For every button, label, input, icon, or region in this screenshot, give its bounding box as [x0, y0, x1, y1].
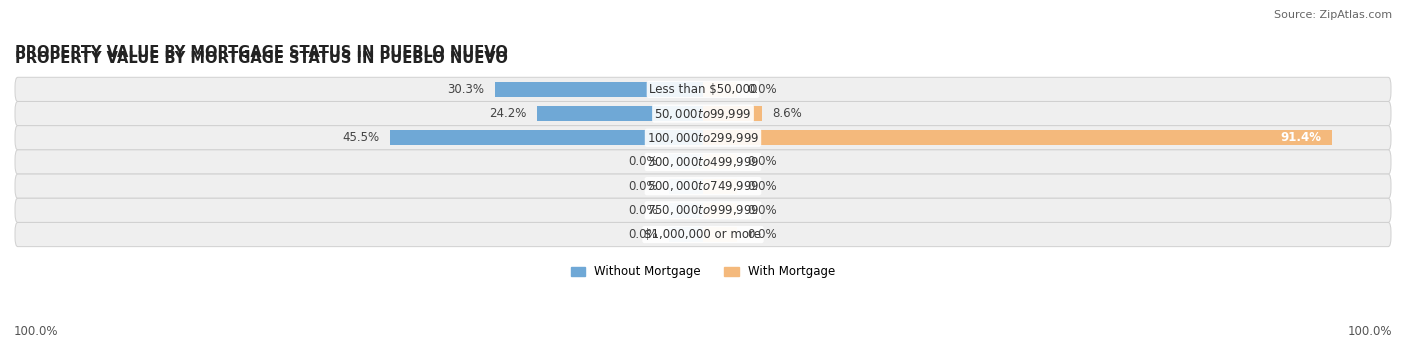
Bar: [669, 227, 703, 242]
Bar: [703, 179, 737, 194]
FancyBboxPatch shape: [15, 198, 1391, 222]
Bar: [669, 179, 703, 194]
Text: 0.0%: 0.0%: [748, 83, 778, 96]
Text: 0.0%: 0.0%: [748, 155, 778, 168]
Text: Less than $50,000: Less than $50,000: [648, 83, 758, 96]
Text: $500,000 to $749,999: $500,000 to $749,999: [647, 179, 759, 193]
Bar: [669, 154, 703, 169]
Text: 45.5%: 45.5%: [343, 131, 380, 144]
Text: 24.2%: 24.2%: [489, 107, 526, 120]
Text: 30.3%: 30.3%: [447, 83, 484, 96]
Text: 0.0%: 0.0%: [748, 204, 778, 217]
FancyBboxPatch shape: [15, 77, 1391, 102]
FancyBboxPatch shape: [15, 174, 1391, 198]
FancyBboxPatch shape: [15, 126, 1391, 150]
Legend: Without Mortgage, With Mortgage: Without Mortgage, With Mortgage: [567, 261, 839, 283]
Text: 0.0%: 0.0%: [748, 180, 778, 193]
Bar: [389, 130, 703, 145]
Bar: [669, 203, 703, 218]
Text: PROPERTY VALUE BY MORTGAGE STATUS IN PUEBLO NUEVO: PROPERTY VALUE BY MORTGAGE STATUS IN PUE…: [15, 50, 508, 65]
Text: 8.6%: 8.6%: [772, 107, 803, 120]
FancyBboxPatch shape: [15, 150, 1391, 174]
Text: 0.0%: 0.0%: [748, 228, 778, 241]
Text: PROPERTY VALUE BY MORTGAGE STATUS IN PUEBLO NUEVO: PROPERTY VALUE BY MORTGAGE STATUS IN PUE…: [15, 45, 508, 60]
Bar: [703, 130, 1331, 145]
Text: 100.0%: 100.0%: [14, 325, 59, 338]
Text: $300,000 to $499,999: $300,000 to $499,999: [647, 155, 759, 169]
Text: $750,000 to $999,999: $750,000 to $999,999: [647, 203, 759, 217]
FancyBboxPatch shape: [15, 222, 1391, 247]
Bar: [495, 82, 703, 97]
Bar: [703, 154, 737, 169]
Text: Source: ZipAtlas.com: Source: ZipAtlas.com: [1274, 10, 1392, 20]
Text: $100,000 to $299,999: $100,000 to $299,999: [647, 131, 759, 145]
Text: $50,000 to $99,999: $50,000 to $99,999: [654, 107, 752, 121]
Bar: [703, 106, 762, 121]
Text: $1,000,000 or more: $1,000,000 or more: [644, 228, 762, 241]
FancyBboxPatch shape: [15, 102, 1391, 126]
Bar: [537, 106, 703, 121]
Text: 0.0%: 0.0%: [628, 228, 658, 241]
Bar: [703, 227, 737, 242]
Text: 0.0%: 0.0%: [628, 180, 658, 193]
Bar: [703, 82, 737, 97]
Bar: [703, 203, 737, 218]
Text: 100.0%: 100.0%: [1347, 325, 1392, 338]
Text: 0.0%: 0.0%: [628, 204, 658, 217]
Text: 0.0%: 0.0%: [628, 155, 658, 168]
Text: 91.4%: 91.4%: [1281, 131, 1322, 144]
